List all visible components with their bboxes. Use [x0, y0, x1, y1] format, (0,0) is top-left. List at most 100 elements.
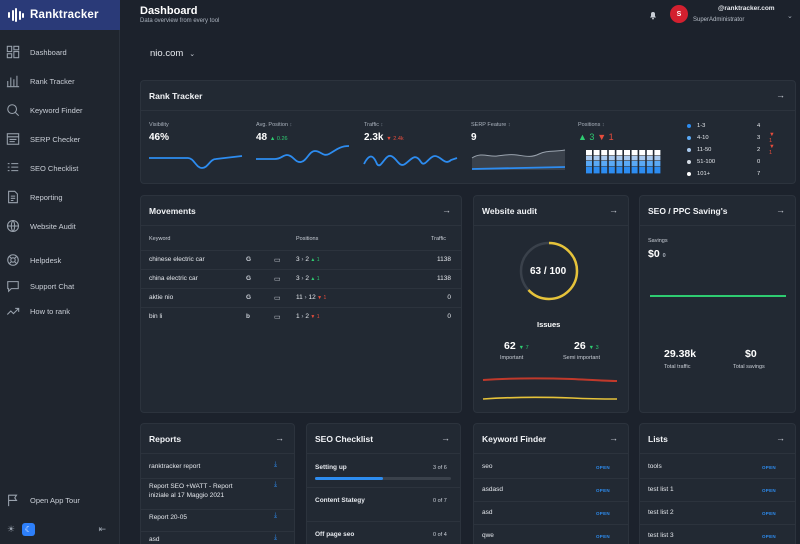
position-bar-segment: [646, 161, 653, 167]
open-link[interactable]: OPEN: [762, 465, 776, 470]
card-title: SEO Checklist: [315, 434, 374, 444]
position-bar-segment: [608, 156, 615, 161]
open-link[interactable]: OPEN: [762, 511, 776, 516]
arrow-right-icon[interactable]: →: [609, 205, 618, 215]
arrow-right-icon[interactable]: →: [275, 433, 284, 443]
download-icon[interactable]: ⤓: [274, 461, 278, 468]
metric-traffic: Traffic ↕ 2.3k ▼ 2.4k: [364, 122, 404, 143]
keyword-finder-card: Keyword Finder →: [473, 423, 629, 544]
keyword-cell: aktie nio: [149, 294, 174, 301]
collapse-sidebar-icon[interactable]: ⇤: [98, 523, 106, 534]
total-savings-value: $0: [745, 348, 757, 360]
theme-switcher: ☀ ☾ ⇤: [0, 514, 120, 544]
position-bar-segment: [608, 167, 615, 174]
checklist-item-label[interactable]: Content Stategy: [315, 497, 365, 504]
sidebar-item-reporting[interactable]: Reporting: [0, 187, 120, 207]
arrow-right-icon[interactable]: →: [776, 205, 785, 215]
column-header-traffic: Traffic: [431, 236, 446, 242]
sidebar-item-support-chat[interactable]: Support Chat: [0, 276, 120, 296]
checklist-item-label[interactable]: Off page seo: [315, 531, 355, 538]
open-link[interactable]: OPEN: [596, 488, 610, 493]
card-title: Reports: [149, 434, 182, 444]
download-icon[interactable]: ⤓: [274, 512, 278, 519]
brand-name: Ranktracker: [30, 9, 99, 21]
arrow-right-icon[interactable]: →: [442, 205, 451, 215]
lifebuoy-icon: [5, 252, 21, 268]
report-item[interactable]: Report SEO +WATT - Report iniziale al 17 …: [149, 483, 233, 499]
bell-icon[interactable]: [648, 10, 658, 20]
legend-label: 101+: [697, 171, 711, 177]
legend-row: 51-100 0: [687, 157, 767, 167]
legend-value: 7: [757, 171, 761, 177]
table-row[interactable]: chinese electric car G ▭ 3 › 2 ▲ 1 1138: [141, 250, 461, 269]
position-bar-segment: [631, 161, 638, 167]
arrow-right-icon[interactable]: →: [441, 433, 450, 443]
position-bar-segment: [646, 150, 653, 156]
sidebar-item-helpdesk[interactable]: Helpdesk: [0, 250, 120, 270]
search-engine-icon: G: [246, 256, 252, 263]
brand-bar[interactable]: Ranktracker: [0, 0, 120, 30]
domain-value: nio.com: [150, 48, 184, 59]
arrow-right-icon[interactable]: →: [609, 433, 618, 443]
table-row[interactable]: china electric car G ▭ 3 › 2 ▲ 1 1138: [141, 269, 461, 288]
position-bar-segment: [586, 156, 592, 161]
open-link[interactable]: OPEN: [596, 511, 610, 516]
checklist-item-label[interactable]: Setting up: [315, 464, 347, 471]
table-row[interactable]: bin li b ▭ 1 › 2 ▼ 1 0: [141, 307, 461, 326]
important-label: Important: [500, 355, 524, 361]
dashboard-icon: [5, 44, 21, 60]
position-bar-segment: [601, 161, 608, 167]
sidebar-item-label: SERP Checker: [30, 134, 81, 144]
chevron-down-icon[interactable]: ⌄: [787, 13, 793, 20]
open-link[interactable]: OPEN: [596, 534, 610, 539]
keyword-list-item: seo: [482, 463, 493, 470]
card-title: Keyword Finder: [482, 434, 547, 444]
sidebar-item-label: Helpdesk: [30, 255, 62, 265]
sidebar: Ranktracker Dashboard Rank Tracker Keywo…: [0, 0, 120, 544]
sidebar-item-label: Dashboard: [30, 47, 67, 57]
position-bar-segment: [639, 167, 646, 174]
report-item[interactable]: Report 20-05: [149, 514, 187, 521]
position-bar-segment: [624, 156, 630, 161]
list-item: tools: [648, 463, 662, 470]
audit-score: 63 / 100: [530, 266, 567, 277]
checklist-item-count: 3 of 6: [433, 465, 447, 471]
report-item[interactable]: ranktracker report: [149, 463, 201, 470]
arrow-right-icon[interactable]: →: [776, 90, 785, 100]
arrow-right-icon[interactable]: →: [776, 433, 785, 443]
sidebar-item-dashboard[interactable]: Dashboard: [0, 42, 120, 62]
user-email[interactable]: @ranktracker.com: [718, 5, 775, 12]
desktop-icon: ▭: [274, 314, 281, 321]
domain-selector[interactable]: nio.com ⌄: [150, 48, 195, 59]
keyword-list-item: asdasd: [482, 486, 503, 493]
report-item[interactable]: asd: [149, 536, 160, 543]
avatar[interactable]: S: [670, 5, 688, 23]
legend-label: 51-100: [697, 159, 716, 165]
moon-icon[interactable]: ☾: [22, 522, 35, 536]
table-row[interactable]: aktie nio G ▭ 11 › 12 ▼ 1 0: [141, 288, 461, 307]
legend-row: 4-10 3 ▼ 1: [687, 132, 775, 144]
sidebar-item-serp-checker[interactable]: SERP Checker: [0, 129, 120, 149]
legend-row: 11-50 2 ▼ 1: [687, 144, 775, 156]
download-icon[interactable]: ⤓: [274, 534, 278, 541]
sidebar-item-seo-checklist[interactable]: SEO Checklist: [0, 158, 120, 178]
traffic-cell: 0: [447, 294, 451, 301]
sidebar-item-keyword-finder[interactable]: Keyword Finder: [0, 100, 120, 120]
seo-savings-card: SEO / PPC Saving's →: [639, 195, 796, 413]
traffic-cell: 1138: [437, 275, 451, 282]
legend-delta: ▼ 1: [769, 132, 775, 144]
open-app-tour-button[interactable]: Open App Tour: [0, 490, 120, 510]
sun-icon[interactable]: ☀: [6, 523, 16, 534]
sidebar-item-how-to-rank[interactable]: How to rank: [0, 301, 120, 321]
sidebar-item-website-audit[interactable]: Website Audit: [0, 216, 120, 236]
open-link[interactable]: OPEN: [762, 488, 776, 493]
sidebar-item-label: Website Audit: [30, 221, 76, 231]
position-bar-segment: [586, 167, 592, 174]
download-icon[interactable]: ⤓: [274, 481, 278, 488]
open-link[interactable]: OPEN: [596, 465, 610, 470]
open-link[interactable]: OPEN: [762, 534, 776, 539]
list-item: test list 3: [648, 532, 674, 539]
sidebar-item-rank-tracker[interactable]: Rank Tracker: [0, 71, 120, 91]
reports-card: Reports →: [140, 423, 295, 544]
user-role: SuperAdministrator: [693, 17, 745, 23]
